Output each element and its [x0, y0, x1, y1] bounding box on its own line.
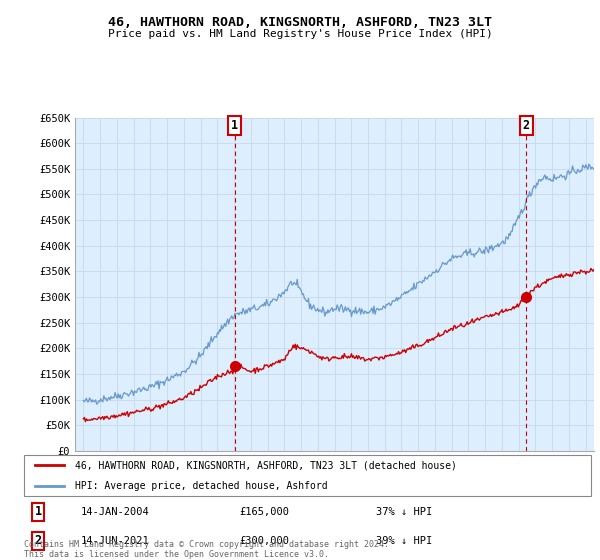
Text: 39% ↓ HPI: 39% ↓ HPI	[376, 536, 432, 546]
Text: Contains HM Land Registry data © Crown copyright and database right 2024.
This d: Contains HM Land Registry data © Crown c…	[24, 540, 389, 559]
Text: 1: 1	[231, 119, 238, 132]
Text: £165,000: £165,000	[239, 507, 289, 517]
Text: 2: 2	[35, 534, 42, 547]
Text: 37% ↓ HPI: 37% ↓ HPI	[376, 507, 432, 517]
Text: 14-JAN-2004: 14-JAN-2004	[80, 507, 149, 517]
FancyBboxPatch shape	[24, 455, 591, 496]
Text: Price paid vs. HM Land Registry's House Price Index (HPI): Price paid vs. HM Land Registry's House …	[107, 29, 493, 39]
Text: 14-JUN-2021: 14-JUN-2021	[80, 536, 149, 546]
Text: 46, HAWTHORN ROAD, KINGSNORTH, ASHFORD, TN23 3LT (detached house): 46, HAWTHORN ROAD, KINGSNORTH, ASHFORD, …	[75, 460, 457, 470]
Text: 46, HAWTHORN ROAD, KINGSNORTH, ASHFORD, TN23 3LT: 46, HAWTHORN ROAD, KINGSNORTH, ASHFORD, …	[108, 16, 492, 29]
Text: 2: 2	[523, 119, 530, 132]
Text: 1: 1	[35, 506, 42, 519]
Text: HPI: Average price, detached house, Ashford: HPI: Average price, detached house, Ashf…	[75, 480, 328, 491]
Text: £300,000: £300,000	[239, 536, 289, 546]
